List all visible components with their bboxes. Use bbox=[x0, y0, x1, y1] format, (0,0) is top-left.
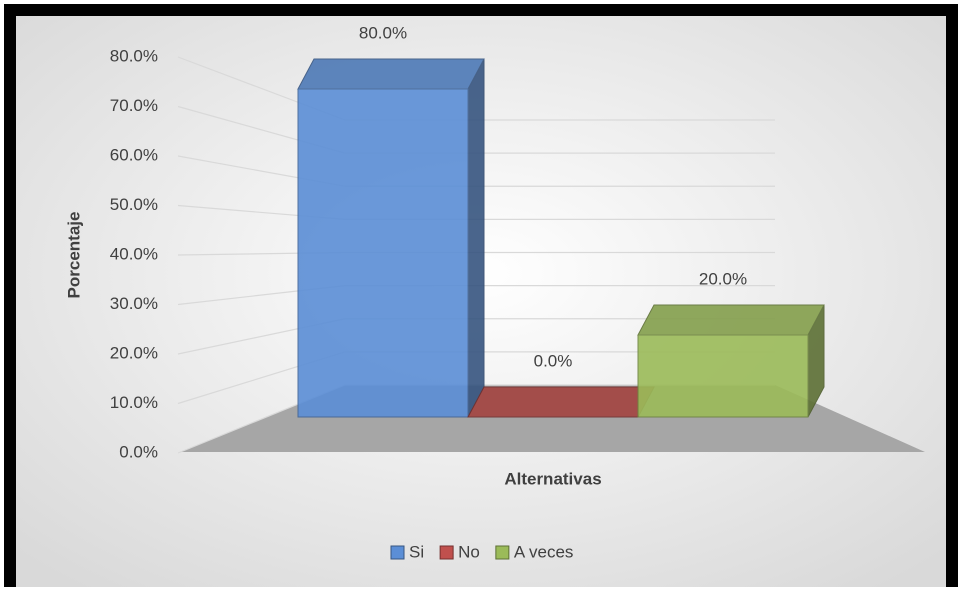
bar bbox=[637, 304, 825, 418]
y-tick-label: 80.0% bbox=[110, 46, 158, 65]
data-label: 20.0% bbox=[699, 269, 747, 288]
data-label: 0.0% bbox=[534, 351, 573, 370]
legend-label: No bbox=[458, 542, 480, 561]
y-axis-label: Porcentaje bbox=[64, 212, 83, 299]
bar bbox=[467, 386, 655, 418]
y-tick-label: 50.0% bbox=[110, 195, 158, 214]
legend-label: Si bbox=[409, 542, 424, 561]
bar-top bbox=[297, 58, 485, 90]
bar-side bbox=[467, 58, 485, 418]
x-axis-label: Alternativas bbox=[504, 469, 601, 488]
data-label: 80.0% bbox=[359, 23, 407, 42]
y-tick-label: 0.0% bbox=[119, 442, 158, 461]
bar-top bbox=[637, 304, 825, 336]
bar bbox=[297, 58, 485, 418]
legend-swatch bbox=[390, 545, 405, 560]
y-tick-label: 30.0% bbox=[110, 294, 158, 313]
y-tick-label: 40.0% bbox=[110, 244, 158, 263]
legend-swatch bbox=[439, 545, 454, 560]
bar-front bbox=[637, 334, 809, 418]
y-tick-label: 60.0% bbox=[110, 145, 158, 164]
bar-front bbox=[297, 88, 469, 418]
y-tick-label: 70.0% bbox=[110, 96, 158, 115]
y-tick-label: 10.0% bbox=[110, 393, 158, 412]
legend-label: A veces bbox=[514, 542, 574, 561]
bar-top bbox=[467, 386, 655, 418]
legend-swatch bbox=[495, 545, 510, 560]
y-tick-label: 20.0% bbox=[110, 343, 158, 362]
